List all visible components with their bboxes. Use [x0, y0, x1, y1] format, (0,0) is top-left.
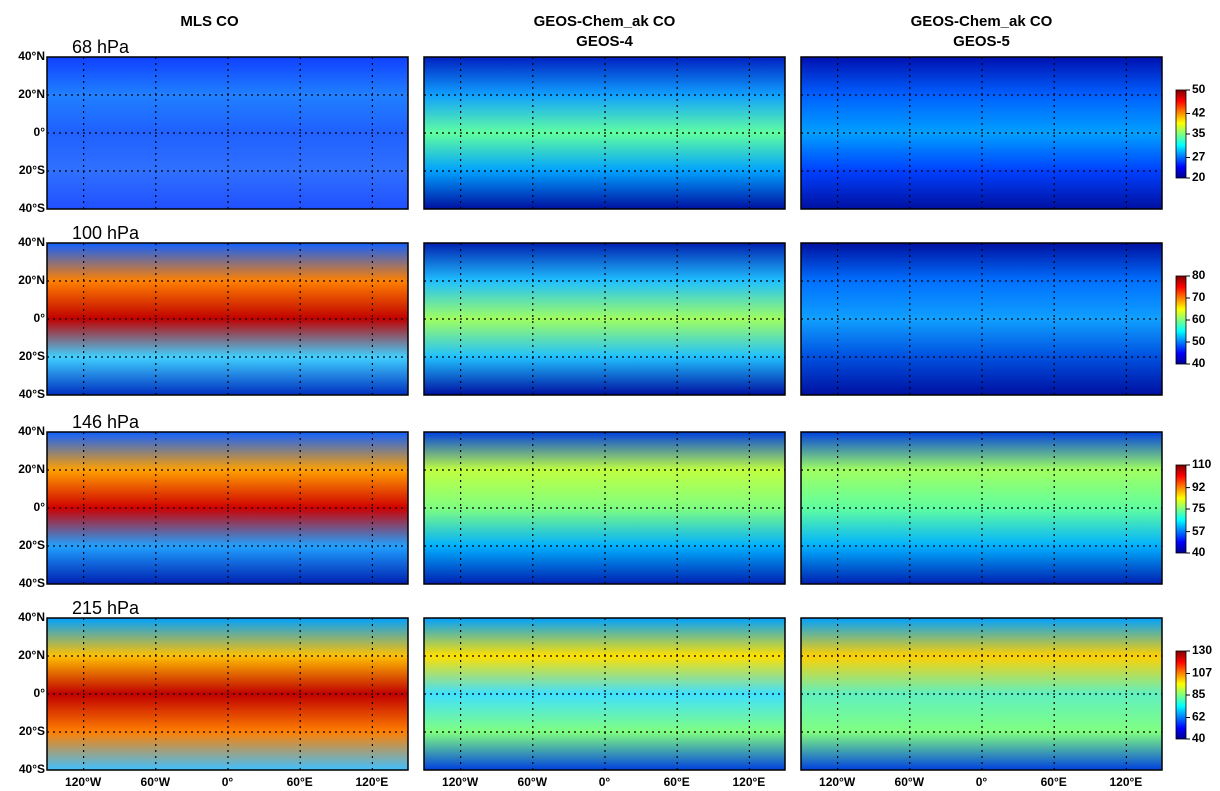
latitude-label: 40°N: [18, 610, 45, 624]
latitude-label: 0°: [34, 311, 46, 325]
longitude-label: 120°E: [355, 775, 388, 789]
colorbar-tick-label: 70: [1192, 290, 1206, 304]
colorbar-tick-label: 110: [1192, 457, 1212, 471]
column-title: GEOS-Chem_ak CO: [911, 13, 1053, 30]
colorbar-tick-label: 60: [1192, 312, 1206, 326]
latitude-label: 0°: [34, 686, 46, 700]
latitude-label: 0°: [34, 125, 46, 139]
colorbar-tick-label: 80: [1192, 268, 1206, 282]
longitude-label: 60°W: [518, 775, 548, 789]
column-title: MLS CO: [180, 13, 239, 30]
latitude-label: 40°N: [18, 235, 45, 249]
colorbar-tick-label: 62: [1192, 710, 1206, 724]
colorbar-tick-label: 42: [1192, 106, 1206, 120]
longitude-label: 0°: [976, 775, 988, 789]
longitude-label: 120°W: [65, 775, 102, 789]
latitude-label: 40°S: [19, 387, 45, 401]
page: {"columns": [ {"title": "MLS CO"}, {"tit…: [0, 0, 1220, 791]
column-title: GEOS-Chem_ak CO: [534, 13, 676, 30]
colorbar: [1176, 651, 1186, 739]
pressure-label: 215 hPa: [72, 598, 140, 618]
longitude-label: 120°E: [1109, 775, 1142, 789]
pressure-label: 146 hPa: [72, 412, 140, 432]
colorbar-tick-label: 35: [1192, 126, 1206, 140]
longitude-label: 60°E: [287, 775, 313, 789]
longitude-label: 120°E: [732, 775, 765, 789]
latitude-label: 20°S: [19, 163, 45, 177]
column-subtitle: GEOS-5: [953, 33, 1010, 50]
figure: MLS CO GEOS-Chem_ak CO GEOS-4 GEOS-Chem_ak …: [0, 0, 1220, 791]
longitude-label: 60°E: [664, 775, 690, 789]
colorbar-tick-label: 27: [1192, 150, 1206, 164]
latitude-label: 20°S: [19, 349, 45, 363]
colorbar-tick-label: 40: [1192, 545, 1206, 559]
latitude-label: 20°N: [18, 87, 45, 101]
longitude-label: 120°W: [819, 775, 856, 789]
latitude-label: 20°N: [18, 462, 45, 476]
longitude-label: 60°W: [141, 775, 171, 789]
latitude-label: 40°N: [18, 49, 45, 63]
latitude-label: 40°N: [18, 424, 45, 438]
colorbar-tick-label: 50: [1192, 82, 1206, 96]
longitude-label: 60°W: [895, 775, 925, 789]
latitude-label: 0°: [34, 500, 46, 514]
longitude-label: 120°W: [442, 775, 479, 789]
latitude-label: 40°S: [19, 576, 45, 590]
colorbar: [1176, 276, 1186, 364]
colorbar-tick-label: 40: [1192, 356, 1206, 370]
latitude-label: 40°S: [19, 201, 45, 215]
longitude-label: 0°: [222, 775, 234, 789]
longitude-label: 0°: [599, 775, 611, 789]
colorbar-tick-label: 57: [1192, 524, 1206, 538]
colorbar-tick-label: 50: [1192, 334, 1206, 348]
latitude-label: 20°S: [19, 724, 45, 738]
longitude-label: 60°E: [1041, 775, 1067, 789]
colorbar-tick-label: 20: [1192, 170, 1206, 184]
latitude-label: 40°S: [19, 762, 45, 776]
colorbar-tick-label: 107: [1192, 666, 1212, 680]
colorbar-tick-label: 85: [1192, 687, 1206, 701]
colorbar-tick-label: 130: [1192, 643, 1212, 657]
colorbar-tick-label: 40: [1192, 731, 1206, 745]
latitude-label: 20°N: [18, 648, 45, 662]
colorbar-tick-label: 92: [1192, 480, 1206, 494]
colorbar: [1176, 465, 1186, 553]
latitude-label: 20°S: [19, 538, 45, 552]
colorbar: [1176, 90, 1186, 178]
column-subtitle: GEOS-4: [576, 33, 633, 50]
pressure-label: 68 hPa: [72, 37, 130, 57]
latitude-label: 20°N: [18, 273, 45, 287]
pressure-label: 100 hPa: [72, 223, 140, 243]
colorbar-tick-label: 75: [1192, 501, 1206, 515]
